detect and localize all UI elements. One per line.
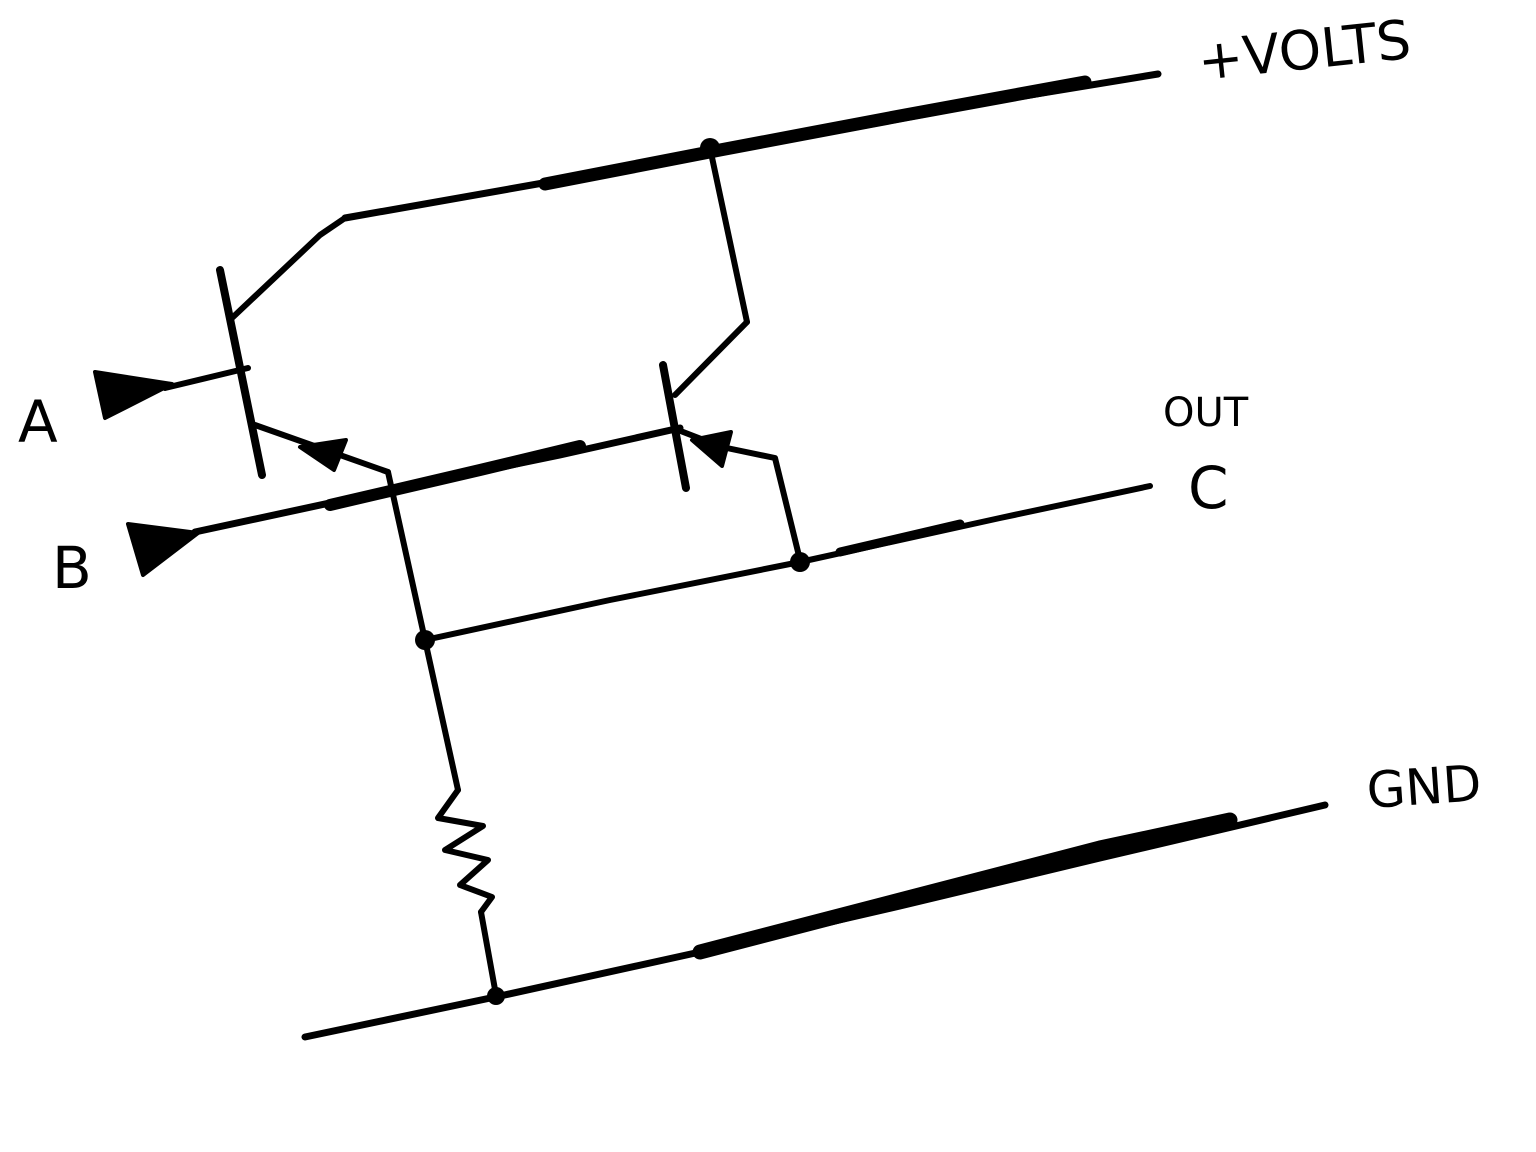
junction-dot-ground (487, 987, 505, 1005)
transistor-b-base-bar (659, 361, 690, 492)
input-b-terminal (126, 522, 200, 577)
input-b-rail (191, 424, 684, 536)
transistor-b (659, 145, 803, 563)
transistor-a-collector (229, 215, 348, 321)
transistor-a (216, 215, 428, 643)
input-b-arrow-icon (126, 522, 200, 577)
transistor-a-emitter-arrow-icon (298, 438, 348, 472)
junction-dot-left (415, 630, 435, 650)
junction-dot-supply (700, 138, 720, 158)
transistor-b-collector-lead (707, 145, 750, 325)
input-b-label: B (52, 534, 92, 602)
input-a-label: A (18, 388, 58, 456)
junctions (415, 138, 810, 1005)
supply-label: +VOLTS (1195, 8, 1414, 93)
out-caption-label: OUT (1163, 390, 1249, 436)
transistor-b-emitter-arrow-icon (690, 430, 733, 468)
transistor-b-emitter (675, 427, 803, 563)
input-a-terminal (93, 365, 251, 420)
transistor-b-collector (672, 319, 750, 398)
transistor-a-emitter-lead (385, 469, 428, 643)
input-a-arrow-icon (93, 370, 174, 420)
junction-dot-right (790, 552, 810, 572)
output-c-label: C (1188, 454, 1229, 522)
ground-label: GND (1365, 754, 1483, 820)
ground-rail (301, 801, 1329, 1041)
resistor (422, 637, 499, 998)
supply-rail (341, 70, 1162, 222)
